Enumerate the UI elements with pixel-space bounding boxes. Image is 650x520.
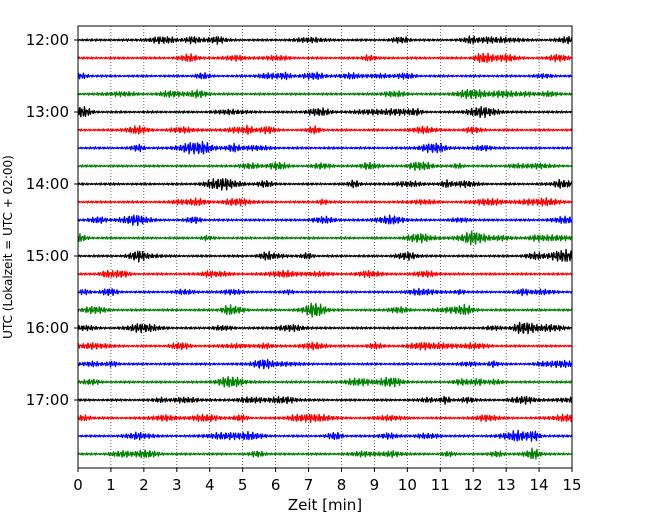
trace-line (77, 140, 573, 155)
y-tick-label: 16:00 (26, 319, 69, 337)
y-tick-label: 15:00 (26, 247, 69, 265)
x-tick-label: 10 (398, 476, 417, 494)
y-axis-label: UTC (Lokalzeit = UTC + 02:00) (1, 155, 15, 339)
plot-frame (77, 25, 573, 469)
trace-line (77, 429, 573, 442)
trace-line (77, 341, 573, 351)
y-tick-label: 13:00 (26, 103, 69, 121)
y-tick-label: 14:00 (26, 175, 69, 193)
trace-line (77, 358, 573, 370)
x-tick-label: 14 (530, 476, 549, 494)
x-tick-label: 9 (370, 476, 380, 494)
trace-line (77, 214, 573, 227)
trace-line (77, 321, 573, 335)
trace-line (77, 52, 573, 64)
trace-line (77, 269, 573, 279)
trace-line (77, 197, 573, 207)
x-tick-label: 11 (431, 476, 450, 494)
y-tick-label: 17:00 (26, 391, 69, 409)
trace-line (77, 395, 573, 405)
x-tick-label: 12 (464, 476, 483, 494)
x-tick-label: 6 (271, 476, 281, 494)
x-tick-label: 4 (205, 476, 215, 494)
trace-line (77, 178, 573, 191)
trace-line (77, 124, 573, 135)
trace-line (77, 375, 573, 388)
trace-line (77, 161, 573, 172)
x-axis-label: Zeit [min] (288, 496, 362, 514)
x-tick-label: 13 (497, 476, 516, 494)
x-tick-label: 1 (106, 476, 116, 494)
trace-line (77, 302, 573, 318)
x-axis-ticks: 0 1 2 3 4 5 6 7 8 9 10 11 12 13 14 15 (73, 468, 582, 494)
trace-line (77, 105, 573, 119)
y-tick-label: 12:00 (26, 31, 69, 49)
x-tick-label: 2 (139, 476, 149, 494)
trace-line (77, 71, 573, 81)
x-tick-label: 15 (562, 476, 581, 494)
x-tick-label: 3 (172, 476, 182, 494)
trace-line (77, 35, 573, 45)
trace-line (77, 88, 573, 100)
x-tick-label: 8 (337, 476, 347, 494)
x-tick-label: 7 (304, 476, 314, 494)
trace-line (77, 230, 573, 246)
trace-line (77, 413, 573, 423)
y-axis-ticks: 12:00 13:00 14:00 15:00 16:00 17:00 (26, 31, 78, 409)
x-tick-label: 0 (73, 476, 83, 494)
trace-line (77, 248, 573, 263)
trace-line (77, 447, 573, 460)
trace-line (77, 287, 573, 297)
seismic-traces (77, 35, 573, 460)
x-tick-label: 5 (238, 476, 248, 494)
